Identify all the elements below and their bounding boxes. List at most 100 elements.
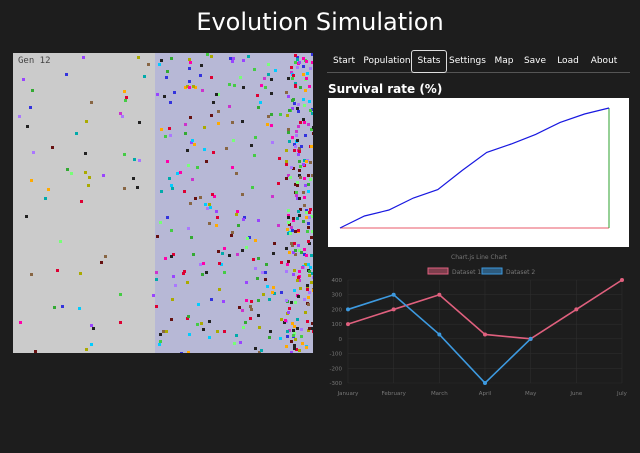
- organism-cell: [123, 153, 126, 156]
- organism-cell: [296, 217, 299, 220]
- organism-cell: [230, 234, 233, 237]
- organism-cell: [298, 61, 301, 64]
- organism-cell: [303, 121, 306, 124]
- organism-cell: [297, 210, 300, 213]
- organism-cell: [189, 202, 192, 205]
- organism-cell: [257, 219, 260, 222]
- organism-cell: [199, 196, 202, 199]
- tab-start[interactable]: Start: [333, 56, 355, 66]
- organism-cell: [304, 311, 307, 314]
- tab-stats[interactable]: Stats: [411, 50, 447, 73]
- organism-cell: [297, 244, 300, 247]
- organism-cell: [221, 252, 224, 255]
- organism-cell: [298, 150, 301, 153]
- organism-cell: [29, 106, 32, 109]
- organism-cell: [302, 98, 305, 101]
- organism-cell: [200, 322, 203, 325]
- organism-cell: [287, 311, 290, 314]
- organism-cell: [245, 281, 248, 284]
- organism-cell: [302, 191, 305, 194]
- organism-cell: [104, 255, 107, 258]
- organism-cell: [222, 300, 225, 303]
- organism-cell: [263, 77, 266, 80]
- organism-cell: [187, 351, 190, 353]
- organism-cell: [155, 305, 158, 308]
- tab-population[interactable]: Population: [363, 56, 411, 66]
- organism-cell: [280, 318, 283, 321]
- organism-cell: [299, 176, 302, 179]
- organism-cell: [166, 70, 169, 73]
- organism-cell: [182, 272, 185, 275]
- organism-cell: [187, 315, 190, 318]
- organism-cell: [166, 216, 169, 219]
- organism-cell: [66, 168, 69, 171]
- organism-cell: [165, 330, 168, 333]
- organism-cell: [307, 174, 310, 177]
- organism-cell: [308, 242, 311, 245]
- y-tick-label: -300: [330, 381, 343, 387]
- organism-cell: [169, 101, 172, 104]
- organism-cell: [186, 149, 189, 152]
- organism-cell: [168, 127, 171, 130]
- organism-cell: [285, 163, 288, 166]
- organism-cell: [201, 273, 204, 276]
- organism-cell: [202, 328, 205, 331]
- organism-cell: [303, 177, 306, 180]
- organism-cell: [299, 165, 302, 168]
- organism-cell: [277, 224, 280, 227]
- organism-cell: [245, 246, 248, 249]
- simulation-canvas[interactable]: Gen 12: [13, 53, 313, 353]
- organism-cell: [85, 348, 88, 351]
- organism-cell: [295, 194, 298, 197]
- organism-cell: [305, 160, 308, 163]
- organism-cell: [283, 321, 286, 324]
- organism-cell: [241, 193, 244, 196]
- organism-cell: [297, 153, 300, 156]
- organism-cell: [302, 118, 305, 121]
- tab-save[interactable]: Save: [523, 56, 547, 66]
- tab-load[interactable]: Load: [557, 56, 579, 66]
- organism-cell: [155, 278, 158, 281]
- organism-cell: [267, 63, 270, 66]
- organism-cell: [307, 123, 310, 126]
- organism-cell: [303, 204, 306, 207]
- organism-cell: [210, 76, 213, 79]
- organism-cell: [272, 252, 275, 255]
- organism-cell: [308, 211, 311, 214]
- organism-cell: [59, 240, 62, 243]
- organism-cell: [213, 195, 216, 198]
- organism-cell: [188, 86, 191, 89]
- organism-cell: [305, 254, 308, 257]
- organism-cell: [298, 349, 301, 352]
- organism-cell: [278, 157, 281, 160]
- organism-cell: [197, 303, 200, 306]
- organism-cell: [80, 200, 83, 203]
- organism-cell: [30, 273, 33, 276]
- organism-cell: [274, 69, 277, 72]
- organism-cell: [169, 134, 172, 137]
- organism-cell: [202, 262, 205, 265]
- tab-about[interactable]: About: [590, 56, 618, 66]
- organism-cell: [305, 216, 308, 219]
- organism-cell: [160, 190, 163, 193]
- organism-cell: [192, 253, 195, 256]
- organism-cell: [298, 279, 301, 282]
- organism-cell: [31, 89, 34, 92]
- organism-cell: [293, 344, 296, 347]
- organism-cell: [287, 128, 290, 131]
- x-tick-label: March: [431, 391, 448, 397]
- organism-cell: [294, 61, 297, 64]
- tab-map[interactable]: Map: [494, 56, 514, 66]
- x-tick-label: May: [525, 391, 537, 397]
- organism-cell: [297, 110, 300, 113]
- organism-cell: [186, 281, 189, 284]
- organism-cell: [194, 86, 197, 89]
- tab-settings[interactable]: Settings: [449, 56, 486, 66]
- organism-cell: [184, 132, 187, 135]
- organism-cell: [47, 188, 50, 191]
- organism-cell: [296, 139, 299, 142]
- organism-cell: [123, 90, 126, 93]
- organism-cell: [163, 95, 166, 98]
- organism-cell: [306, 72, 309, 75]
- data-point: [528, 336, 533, 341]
